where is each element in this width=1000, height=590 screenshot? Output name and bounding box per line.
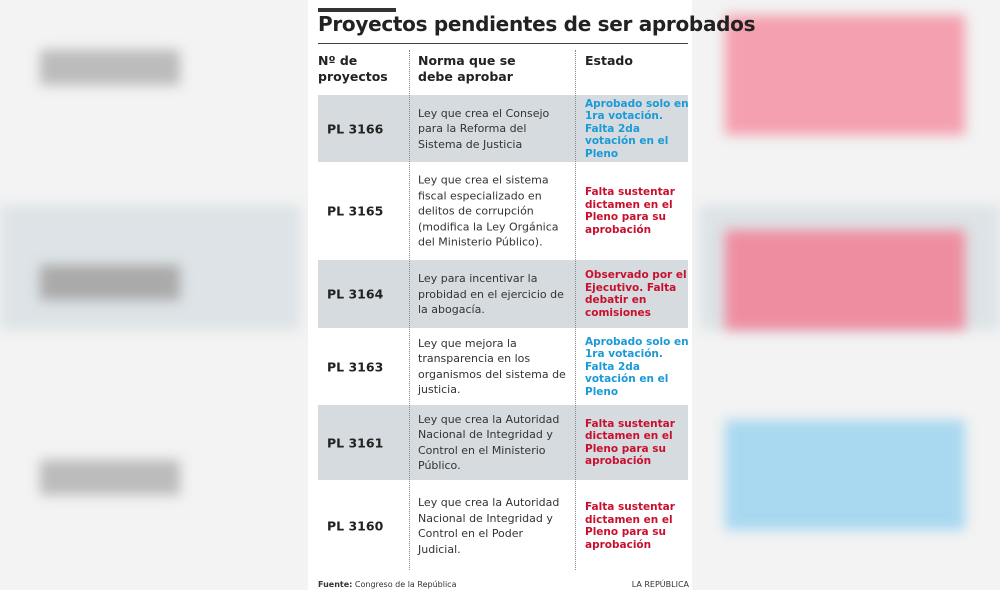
infographic: Proyectos pendientes de ser aprobados Nº… <box>308 0 756 590</box>
top-bar <box>318 8 396 12</box>
source-text: Congreso de la República <box>354 580 457 589</box>
background-blur <box>40 265 180 300</box>
project-code: PL 3161 <box>327 435 384 450</box>
table-row: PL 3164 Ley para incentivar la probidad e… <box>318 260 688 328</box>
project-code: PL 3160 <box>327 518 384 534</box>
column-header: Norma que se debe aprobar <box>418 53 516 84</box>
project-code: PL 3164 <box>327 286 384 302</box>
law-description: Ley que crea el sistema fiscal especiali… <box>418 173 559 249</box>
project-code: PL 3166 <box>327 121 384 136</box>
column-header: Estado <box>585 53 633 68</box>
table-row: PL 3166 Ley que crea el Consejo para la R… <box>318 95 689 162</box>
background-blur <box>725 15 965 135</box>
law-description: Ley que mejora la transparencia en los o… <box>418 336 566 397</box>
background-blur <box>40 460 180 495</box>
brand: LA REPÚBLICA <box>631 580 689 589</box>
status: Falta sustentar dictamen en el Pleno par… <box>585 417 675 468</box>
project-code: PL 3165 <box>327 203 384 219</box>
status: Observado por el Ejecutivo. Falta debati… <box>585 269 687 319</box>
column-divider <box>575 50 576 570</box>
column-divider <box>409 50 410 570</box>
project-code: PL 3163 <box>327 359 384 374</box>
background-blur <box>40 50 180 85</box>
table-row: PL 3161 Ley que crea la Autoridad Naciona… <box>318 405 688 480</box>
source-label: Fuente: <box>318 580 353 589</box>
law-description: Ley para incentivar la probidad en el ej… <box>418 271 564 316</box>
table-row: PL 3160 Ley que crea la Autoridad Naciona… <box>318 480 688 572</box>
background-blur <box>725 420 965 530</box>
table-row: PL 3165 Ley que crea el sistema fiscal es… <box>318 162 688 260</box>
column-header: Nº de proyectos <box>318 53 388 84</box>
title-rule <box>318 43 688 44</box>
table-row: PL 3163 Ley que mejora la transparencia e… <box>318 328 689 405</box>
law-description: Ley que crea la Autoridad Nacional de In… <box>418 412 560 473</box>
law-description: Ley que crea la Autoridad Nacional de In… <box>418 496 560 556</box>
background-blur <box>725 230 965 330</box>
status: Falta sustentar dictamen en el Pleno par… <box>585 501 675 551</box>
status: Aprobado solo en 1ra votación. Falta 2da… <box>585 335 689 398</box>
law-description: Ley que crea el Consejo para la Reforma … <box>418 106 550 151</box>
status: Aprobado solo en 1ra votación. Falta 2da… <box>585 97 689 160</box>
source: Fuente: Congreso de la República <box>318 580 456 589</box>
title: Proyectos pendientes de ser aprobados <box>318 12 756 36</box>
status: Falta sustentar dictamen en el Pleno par… <box>585 186 675 236</box>
